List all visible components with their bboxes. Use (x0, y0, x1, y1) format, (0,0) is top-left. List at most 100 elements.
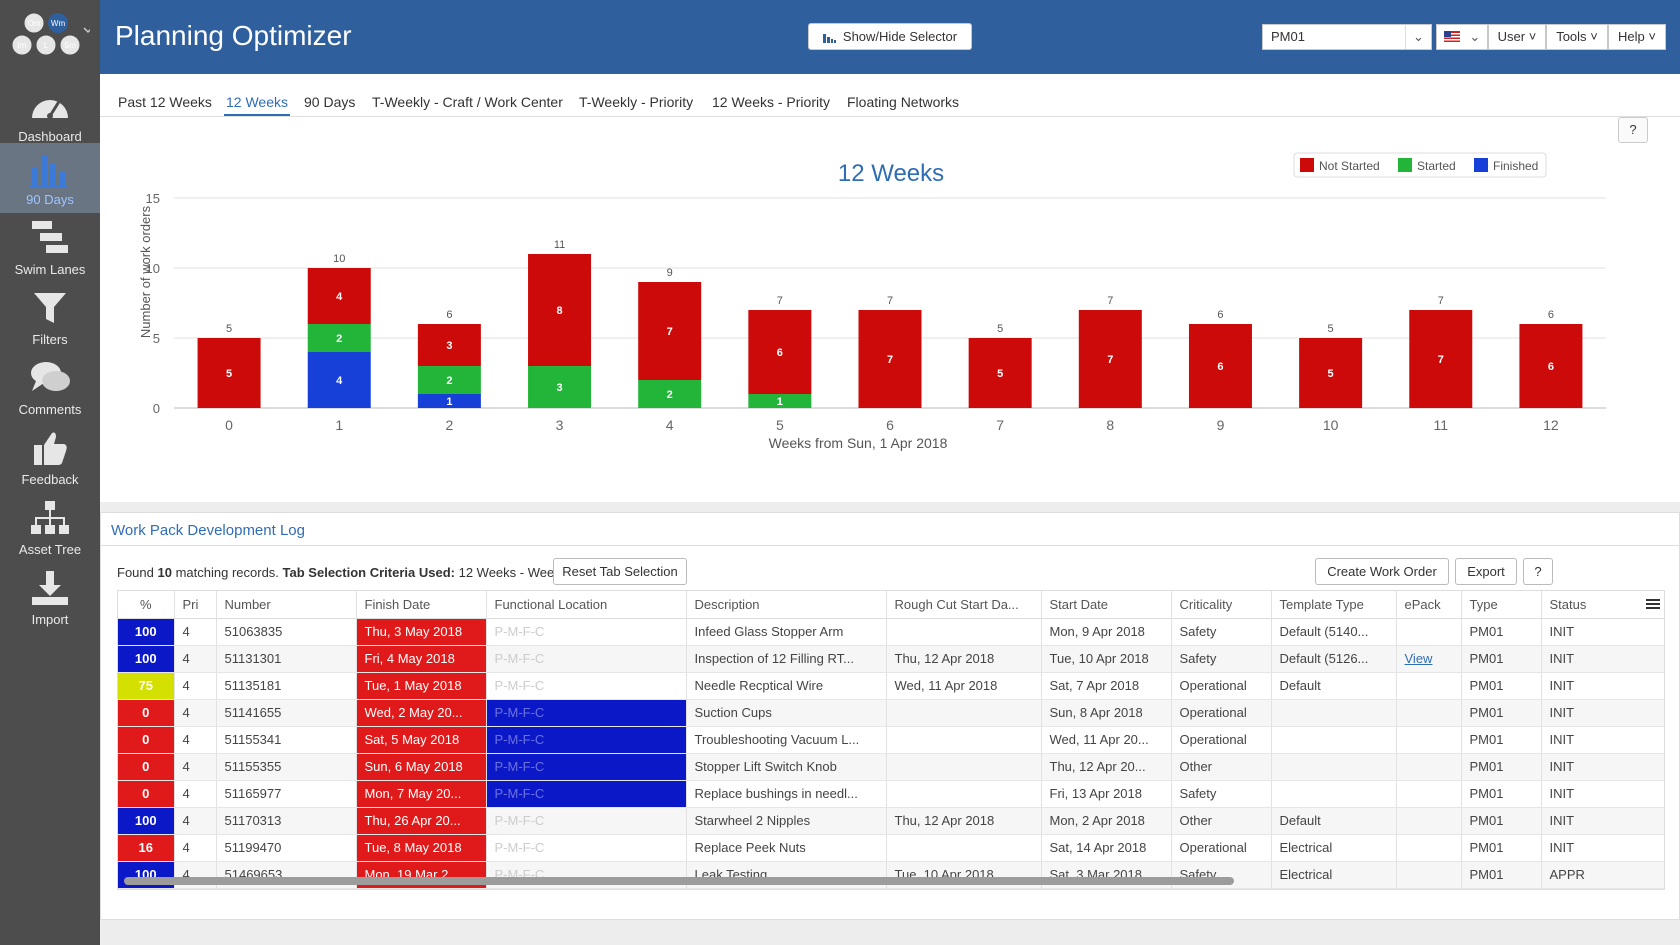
column-header[interactable]: Number (216, 591, 357, 619)
cell-type: PM01 (1461, 780, 1542, 808)
bar-segment[interactable] (968, 338, 1032, 408)
cell-status: INIT (1541, 753, 1664, 781)
tab-floating-networks[interactable]: Floating Networks (847, 94, 960, 110)
rail-item-comments[interactable]: Comments (0, 353, 100, 423)
table-row[interactable]: 16 4 51199470 Tue, 8 May 2018 P-M-F-C Replace… (118, 834, 1664, 862)
bar-segment[interactable] (748, 310, 812, 394)
table-row[interactable]: 0 4 51155355 Sun, 6 May 2018 P-M-F-C Stopper … (118, 753, 1664, 781)
bar-segment[interactable] (307, 268, 371, 324)
plant-select[interactable]: PM01 ⌄ (1262, 24, 1432, 50)
rail-item-filters[interactable]: Filters (0, 283, 100, 353)
column-header[interactable]: Pri (174, 591, 217, 619)
cell-desc: Inspection of 12 Filling RT... (686, 645, 887, 673)
user-menu[interactable]: User ˅ (1488, 24, 1546, 50)
cell-crit: Safety (1171, 618, 1272, 646)
bar-segment[interactable] (417, 366, 481, 394)
bar-segment[interactable] (638, 282, 702, 380)
column-header[interactable]: % (118, 591, 175, 619)
bar-segment-value: 2 (667, 389, 673, 401)
cell-template: Default (1271, 807, 1397, 835)
help-menu[interactable]: Help ˅ (1608, 24, 1666, 50)
table-row[interactable]: 0 4 51155341 Sat, 5 May 2018 P-M-F-C Troubles… (118, 726, 1664, 754)
x-tick-label: 12 (1543, 417, 1559, 433)
bar-segment[interactable] (528, 366, 592, 408)
show-hide-label: Show/Hide Selector (842, 29, 958, 44)
column-header[interactable]: Functional Location (486, 591, 687, 619)
cell-epack (1396, 618, 1462, 646)
bar-segment[interactable] (858, 310, 922, 408)
bar-segment[interactable] (1519, 324, 1583, 408)
cell-floc: P-M-F-C (486, 672, 687, 700)
tab-12-weeks-priority[interactable]: 12 Weeks - Priority (712, 94, 830, 110)
table-row[interactable]: 0 4 51165977 Mon, 7 May 20... P-M-F-C Replace… (118, 780, 1664, 808)
cell-pct: 100 (118, 618, 175, 646)
tab-12-weeks[interactable]: 12 Weeks (224, 94, 290, 116)
show-hide-selector-button[interactable]: Show/Hide Selector (808, 23, 972, 50)
rail-item-90-days[interactable]: 90 Days (0, 143, 100, 213)
cell-template: Default (5140... (1271, 618, 1397, 646)
tab-past-12-weeks[interactable]: Past 12 Weeks (118, 94, 212, 110)
column-header[interactable]: Type (1461, 591, 1542, 619)
legend-swatch-finished (1474, 158, 1488, 172)
bar-segment[interactable] (1078, 310, 1142, 408)
cell-number: 51199470 (216, 834, 357, 862)
reset-tab-selection-button[interactable]: Reset Tab Selection (553, 558, 687, 585)
tab-90-days[interactable]: 90 Days (304, 94, 356, 110)
rail-item-dashboard[interactable]: Dashboard (0, 80, 100, 150)
epack-view-link[interactable]: View (1404, 651, 1433, 666)
bar-segment[interactable] (638, 380, 702, 408)
app-logo[interactable]: Om Wm Im L Sm (10, 12, 90, 68)
bar-segment[interactable] (417, 394, 481, 408)
column-header[interactable]: Description (686, 591, 887, 619)
bar-segment[interactable] (528, 254, 592, 366)
language-select[interactable]: ⌄ (1436, 24, 1488, 50)
cell-start: Sat, 14 Apr 2018 (1041, 834, 1172, 862)
column-header[interactable]: ePack (1396, 591, 1462, 619)
bar-segment[interactable] (307, 324, 371, 352)
column-header[interactable]: Criticality (1171, 591, 1272, 619)
column-header[interactable]: Template Type (1271, 591, 1397, 619)
column-header[interactable]: Status (1541, 591, 1664, 619)
rail-item-swim-lanes[interactable]: Swim Lanes (0, 213, 100, 283)
bar-segment-value: 4 (336, 375, 343, 387)
cell-rough: Thu, 12 Apr 2018 (886, 645, 1042, 673)
column-header[interactable]: Finish Date (356, 591, 487, 619)
column-header[interactable]: Rough Cut Start Da... (886, 591, 1042, 619)
criteria-value: 12 Weeks - Week: 1 (458, 565, 576, 580)
work-pack-log-title: Work Pack Development Log (111, 522, 305, 539)
help-button[interactable]: ? (1618, 117, 1648, 143)
export-button[interactable]: Export (1455, 558, 1517, 585)
bar-segment[interactable] (417, 324, 481, 366)
bar-segment[interactable] (307, 352, 371, 408)
bar-segment[interactable] (1409, 310, 1473, 408)
help-menu-label: Help (1618, 29, 1645, 44)
table-row[interactable]: 100 4 51063835 Thu, 3 May 2018 P-M-F-C Infeed… (118, 618, 1664, 646)
rail-item-feedback[interactable]: Feedback (0, 423, 100, 493)
bar-chart-icon (30, 155, 68, 187)
table-row[interactable]: 0 4 51141655 Wed, 2 May 20... P-M-F-C Suction… (118, 699, 1664, 727)
cell-status: INIT (1541, 807, 1664, 835)
cell-crit: Other (1171, 807, 1272, 835)
cell-type: PM01 (1461, 861, 1542, 889)
rail-item-import[interactable]: Import (0, 563, 100, 633)
bar-segment[interactable] (748, 394, 812, 408)
log-help-button[interactable]: ? (1523, 558, 1553, 585)
rail-item-asset-tree[interactable]: Asset Tree (0, 493, 100, 563)
bar-segment[interactable] (1299, 338, 1363, 408)
tools-menu[interactable]: Tools ˅ (1546, 24, 1608, 50)
tab-t-weekly-priority[interactable]: T-Weekly - Priority (579, 94, 694, 110)
column-menu-icon[interactable] (1646, 597, 1660, 611)
table-row[interactable]: 100 4 51131301 Fri, 4 May 2018 P-M-F-C Inspec… (118, 645, 1664, 673)
column-header[interactable]: Start Date (1041, 591, 1172, 619)
cell-crit: Safety (1171, 780, 1272, 808)
cell-floc: P-M-F-C (486, 726, 687, 754)
table-row[interactable]: 100 4 51170313 Thu, 26 Apr 20... P-M-F-C Star… (118, 807, 1664, 835)
horizontal-scrollbar[interactable] (124, 877, 1234, 885)
cell-epack (1396, 672, 1462, 700)
bar-segment[interactable] (1188, 324, 1252, 408)
tab-t-weekly-craft-work-center[interactable]: T-Weekly - Craft / Work Center (372, 94, 563, 110)
bar-segment[interactable] (197, 338, 261, 408)
create-work-order-button[interactable]: Create Work Order (1315, 558, 1449, 585)
y-tick-label: 5 (153, 331, 160, 346)
table-row[interactable]: 75 4 51135181 Tue, 1 May 2018 P-M-F-C Needle … (118, 672, 1664, 700)
